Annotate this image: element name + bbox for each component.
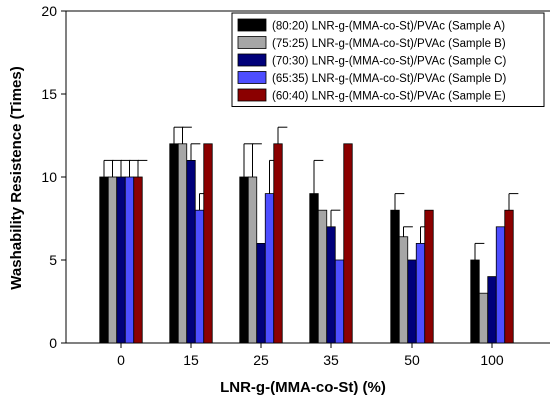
bar <box>424 209 434 344</box>
legend-swatch <box>237 71 267 84</box>
legend-label: (75:25) LNR-g-(MMA-co-St)/PVAc (Sample B… <box>272 38 506 50</box>
bar <box>116 176 126 344</box>
bar <box>177 143 188 344</box>
y-tick-label: 5 <box>49 252 57 268</box>
bar <box>415 242 426 344</box>
legend-label: (70:30) LNR-g-(MMA-co-St)/PVAc (Sample C… <box>272 56 506 68</box>
bar <box>390 209 400 344</box>
bar <box>133 176 143 344</box>
bar <box>99 176 109 344</box>
bar <box>107 176 118 344</box>
x-axis-title: LNR-g-(MMA-co-St) (%) <box>220 379 386 396</box>
bar <box>343 143 353 344</box>
legend-swatch <box>237 53 267 67</box>
bar <box>273 143 283 344</box>
bar <box>124 176 135 344</box>
bar <box>478 292 489 344</box>
bar <box>194 209 205 344</box>
x-tick-label: 0 <box>117 352 125 368</box>
bar <box>264 193 275 344</box>
bar <box>247 176 258 344</box>
bar <box>326 226 336 344</box>
legend: (80:20) LNR-g-(MMA-co-St)/PVAc (Sample A… <box>231 12 545 107</box>
legend-swatch <box>237 88 267 102</box>
bar <box>203 143 213 344</box>
legend-swatch <box>237 36 267 49</box>
plot-area: 0 5 10 15 20 0 15 25 35 50 100 <box>41 3 550 368</box>
x-tick-label: 50 <box>404 352 420 368</box>
bar <box>487 276 497 344</box>
legend-label: (65:35) LNR-g-(MMA-co-St)/PVAc (Sample D… <box>272 73 506 85</box>
legend-swatch <box>237 18 267 32</box>
x-tick-label: 25 <box>253 352 269 368</box>
bar <box>186 159 196 344</box>
bar <box>407 259 417 344</box>
bar <box>398 236 409 344</box>
bar <box>504 209 514 344</box>
y-tick-label: 15 <box>41 86 57 102</box>
legend-label: (80:20) LNR-g-(MMA-co-St)/PVAc (Sample A… <box>272 21 505 33</box>
y-tick-label: 10 <box>41 169 57 185</box>
bar <box>239 176 249 344</box>
x-tick-label: 35 <box>323 352 339 368</box>
legend-box <box>231 12 545 107</box>
bar <box>169 143 179 344</box>
x-tick-label: 15 <box>183 352 199 368</box>
y-tick-label: 0 <box>49 335 57 351</box>
bar <box>256 242 266 344</box>
x-tick-label: 100 <box>480 352 504 368</box>
bar <box>470 259 480 344</box>
bar <box>495 226 506 344</box>
y-tick-label: 20 <box>41 3 57 19</box>
bar <box>334 259 345 344</box>
bar <box>317 209 328 344</box>
y-axis-title: Washability Resistence (Times) <box>8 66 25 289</box>
bar <box>309 193 319 344</box>
legend-label: (60:40) LNR-g-(MMA-co-St)/PVAc (Sample E… <box>272 91 506 103</box>
